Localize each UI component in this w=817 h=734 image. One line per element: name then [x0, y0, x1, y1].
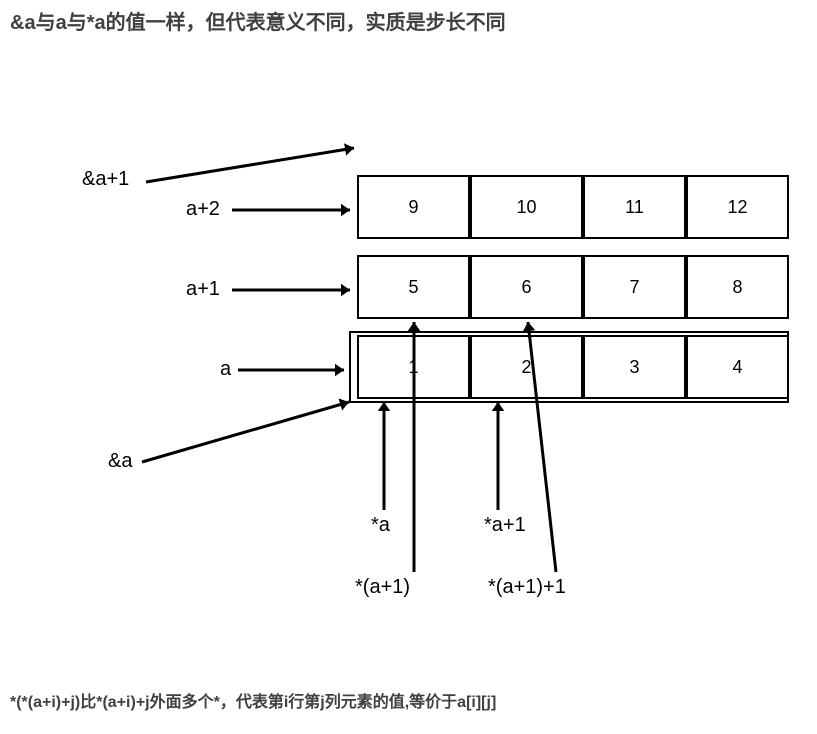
- arrow-arr-paren-a1p1: [0, 0, 817, 734]
